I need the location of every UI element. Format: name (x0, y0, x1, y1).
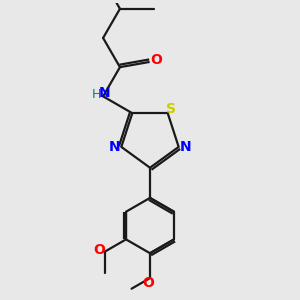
Text: H: H (92, 88, 101, 101)
Text: O: O (93, 243, 105, 257)
Text: N: N (179, 140, 191, 154)
Text: N: N (109, 140, 121, 154)
Text: O: O (142, 276, 154, 290)
Text: S: S (166, 102, 176, 116)
Text: N: N (99, 86, 111, 100)
Text: O: O (150, 53, 162, 67)
